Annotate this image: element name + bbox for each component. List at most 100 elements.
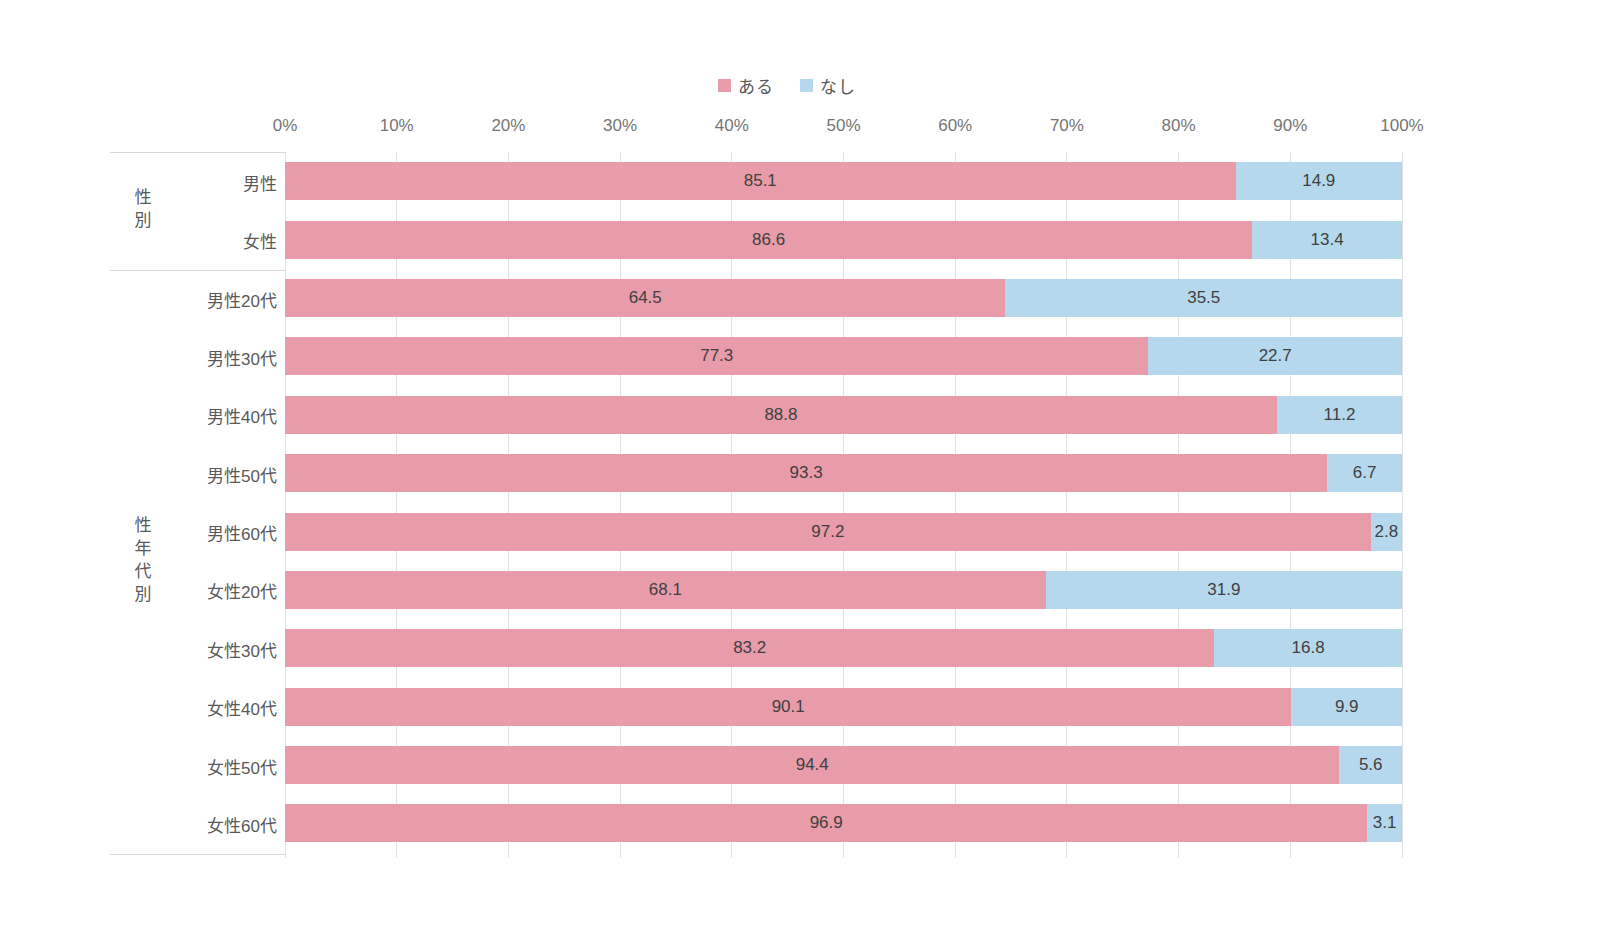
bar-value-label: 5.6 xyxy=(1359,755,1383,775)
category-label: 男性20代 xyxy=(172,270,285,328)
bar-value-label: 22.7 xyxy=(1259,346,1292,366)
bar-row: 90.1 9.9 xyxy=(285,678,1402,736)
chart-canvas: ある なし 0% 10% 20% 30% 40% 50% 60% 70% 80% 90% 100% 性… xyxy=(0,0,1600,938)
bar-value-label: 3.1 xyxy=(1373,813,1397,833)
axis-tick-label: 50% xyxy=(826,116,860,136)
bar-stack: 85.1 14.9 xyxy=(285,162,1402,200)
bar-segment-aru: 90.1 xyxy=(285,688,1291,726)
bar-value-label: 86.6 xyxy=(752,230,785,250)
bar-segment-nashi: 14.9 xyxy=(1236,162,1402,200)
bar-value-label: 6.7 xyxy=(1353,463,1377,483)
group-label: 性年代別 xyxy=(133,516,150,608)
legend: ある なし xyxy=(0,74,1574,96)
bar-row: 86.6 13.4 xyxy=(285,210,1402,268)
bar-row: 77.3 22.7 xyxy=(285,327,1402,385)
category-label: 女性 xyxy=(172,211,285,269)
bar-row: 64.5 35.5 xyxy=(285,269,1402,327)
bar-value-label: 9.9 xyxy=(1335,697,1359,717)
bar-value-label: 88.8 xyxy=(764,405,797,425)
legend-swatch-icon xyxy=(718,79,731,92)
bar-value-label: 31.9 xyxy=(1207,580,1240,600)
category-label: 女性20代 xyxy=(172,562,285,620)
bar-segment-aru: 64.5 xyxy=(285,279,1005,317)
bar-value-label: 83.2 xyxy=(733,638,766,658)
bar-segment-aru: 83.2 xyxy=(285,629,1214,667)
bar-segment-nashi: 3.1 xyxy=(1367,804,1402,842)
bar-stack: 68.1 31.9 xyxy=(285,571,1402,609)
bar-row: 94.4 5.6 xyxy=(285,736,1402,794)
chart-body: 性別男性女性性年代別男性20代男性30代男性40代男性50代男性60代女性20代… xyxy=(110,152,1402,855)
axis-tick-label: 0% xyxy=(273,116,298,136)
legend-item: なし xyxy=(800,73,856,98)
category-label: 男性30代 xyxy=(172,328,285,386)
axis-tick-label: 70% xyxy=(1050,116,1084,136)
category-label: 男性50代 xyxy=(172,445,285,503)
bar-segment-aru: 86.6 xyxy=(285,221,1252,259)
bar-value-label: 16.8 xyxy=(1292,638,1325,658)
bar-value-label: 68.1 xyxy=(649,580,682,600)
bar-stack: 97.2 2.8 xyxy=(285,513,1402,551)
axis-tick-label: 20% xyxy=(491,116,525,136)
legend-label: ある xyxy=(738,73,774,98)
bar-segment-nashi: 16.8 xyxy=(1214,629,1402,667)
bar-row: 96.9 3.1 xyxy=(285,794,1402,852)
bar-row: 88.8 11.2 xyxy=(285,386,1402,444)
bar-value-label: 90.1 xyxy=(772,697,805,717)
bar-segment-nashi: 2.8 xyxy=(1371,513,1402,551)
bar-segment-aru: 88.8 xyxy=(285,396,1277,434)
category-label: 男性40代 xyxy=(172,387,285,445)
bar-value-label: 93.3 xyxy=(790,463,823,483)
bar-segment-nashi: 6.7 xyxy=(1327,454,1402,492)
plot-area: 85.1 14.9 86.6 13.4 64.5 35.5 77.3 22.7 88.8 11.2… xyxy=(285,152,1402,853)
bar-segment-aru: 93.3 xyxy=(285,454,1327,492)
bar-segment-aru: 97.2 xyxy=(285,513,1371,551)
bar-segment-aru: 68.1 xyxy=(285,571,1046,609)
axis-tick-label: 10% xyxy=(380,116,414,136)
bar-segment-nashi: 22.7 xyxy=(1148,337,1402,375)
bar-value-label: 77.3 xyxy=(700,346,733,366)
category-label-area: 性別男性女性性年代別男性20代男性30代男性40代男性50代男性60代女性20代… xyxy=(110,152,285,855)
bar-stack: 93.3 6.7 xyxy=(285,454,1402,492)
category-label: 女性40代 xyxy=(172,679,285,737)
bar-segment-nashi: 5.6 xyxy=(1339,746,1402,784)
bar-value-label: 2.8 xyxy=(1375,522,1399,542)
bar-value-label: 64.5 xyxy=(629,288,662,308)
bar-value-label: 35.5 xyxy=(1187,288,1220,308)
bar-value-label: 97.2 xyxy=(811,522,844,542)
bar-value-label: 96.9 xyxy=(810,813,843,833)
x-axis-ticks: 0%10%20%30%40%50%60%70%80%90%100% xyxy=(285,108,1402,144)
axis-tick-label: 60% xyxy=(938,116,972,136)
bar-segment-nashi: 35.5 xyxy=(1005,279,1402,317)
axis-tick-label: 90% xyxy=(1273,116,1307,136)
category-label: 女性50代 xyxy=(172,737,285,795)
bar-rows: 85.1 14.9 86.6 13.4 64.5 35.5 77.3 22.7 88.8 11.2… xyxy=(285,152,1402,853)
category-label: 女性60代 xyxy=(172,795,285,853)
legend-item: ある xyxy=(718,73,774,98)
bar-segment-nashi: 31.9 xyxy=(1046,571,1402,609)
axis-spacer xyxy=(110,108,285,144)
x-axis: 0%10%20%30%40%50%60%70%80%90%100% xyxy=(110,108,1402,144)
bar-value-label: 13.4 xyxy=(1311,230,1344,250)
bar-stack: 96.9 3.1 xyxy=(285,804,1402,842)
bar-value-label: 85.1 xyxy=(744,171,777,191)
bar-value-label: 94.4 xyxy=(796,755,829,775)
bar-segment-aru: 94.4 xyxy=(285,746,1339,784)
bar-row: 93.3 6.7 xyxy=(285,444,1402,502)
axis-tick-label: 30% xyxy=(603,116,637,136)
axis-tick-label: 80% xyxy=(1162,116,1196,136)
bar-segment-nashi: 13.4 xyxy=(1252,221,1402,259)
bar-value-label: 14.9 xyxy=(1302,171,1335,191)
axis-tick-label: 100% xyxy=(1380,116,1423,136)
bar-segment-nashi: 11.2 xyxy=(1277,396,1402,434)
bar-row: 68.1 31.9 xyxy=(285,561,1402,619)
bar-stack: 88.8 11.2 xyxy=(285,396,1402,434)
bar-stack: 64.5 35.5 xyxy=(285,279,1402,317)
bar-segment-aru: 77.3 xyxy=(285,337,1148,375)
bar-segment-aru: 85.1 xyxy=(285,162,1236,200)
bar-stack: 86.6 13.4 xyxy=(285,221,1402,259)
bar-stack: 94.4 5.6 xyxy=(285,746,1402,784)
axis-tick-label: 40% xyxy=(715,116,749,136)
group-label: 性別 xyxy=(133,188,150,234)
bar-row: 97.2 2.8 xyxy=(285,502,1402,560)
legend-label: なし xyxy=(820,73,856,98)
